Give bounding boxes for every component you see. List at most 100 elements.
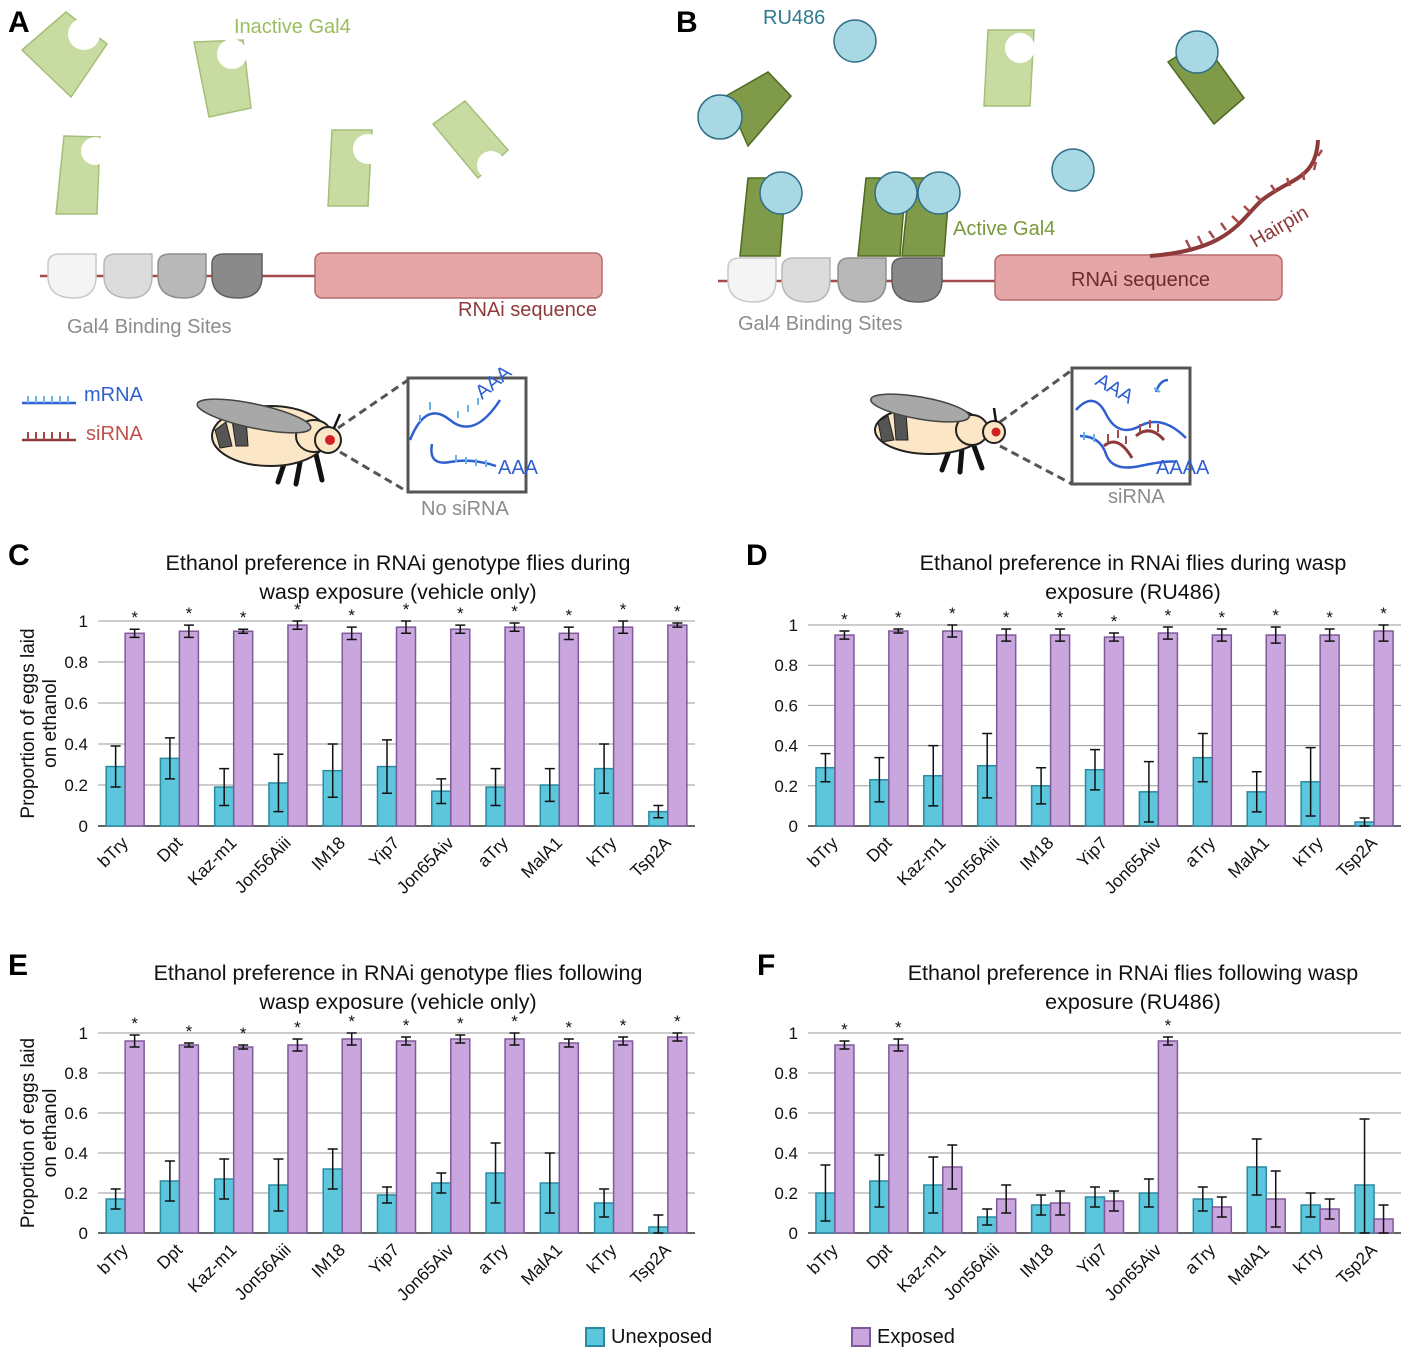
significance-star: * — [403, 1016, 410, 1035]
error-bar — [1143, 760, 1154, 823]
x-category-label: Jon56Aiii — [939, 1240, 1003, 1304]
chart-title-line: Ethanol preference in RNAi flies followi… — [908, 961, 1359, 985]
error-bar — [490, 767, 501, 807]
y-tick-label: 0.2 — [774, 1184, 798, 1203]
significance-star: * — [841, 610, 848, 629]
chart-title-line: wasp exposure (vehicle only) — [258, 990, 536, 1014]
significance-star: * — [186, 604, 193, 623]
chart-title-line: wasp exposure (vehicle only) — [258, 580, 536, 604]
y-tick-label: 1 — [789, 1024, 798, 1043]
x-category-label: Jon65Aiv — [393, 1240, 458, 1305]
bar-exposed-Dpt — [888, 1044, 909, 1234]
error-bar — [238, 1044, 249, 1050]
inactive-gal4-label: Inactive Gal4 — [234, 16, 351, 38]
bar-exposed-Kaz-m1 — [942, 630, 963, 827]
error-bar — [1359, 1118, 1370, 1234]
significance-star: * — [457, 604, 464, 623]
hairpin-rna — [1149, 139, 1324, 258]
bar-exposed-aTry — [1211, 634, 1233, 827]
error-bar — [893, 628, 904, 634]
error-bar — [1324, 1198, 1335, 1220]
bar-exposed-aTry — [504, 626, 525, 827]
y-tick-label: 0.2 — [774, 777, 798, 796]
y-tick-label: 1 — [79, 612, 88, 631]
error-bar — [820, 752, 831, 783]
panel-b-binding-sites-label: Gal4 Binding Sites — [738, 313, 903, 335]
error-bar — [327, 743, 338, 799]
bar-exposed-Dpt — [178, 1044, 200, 1234]
significance-star: * — [131, 608, 138, 627]
error-bar — [1055, 1190, 1066, 1216]
bar-exposed-MalA1 — [558, 1042, 580, 1234]
error-bar — [1036, 1194, 1047, 1216]
x-category-label: IM18 — [307, 833, 349, 875]
chart-title-line: exposure (RU486) — [1045, 990, 1221, 1014]
error-bar — [544, 1152, 555, 1214]
y-tick-label: 0.4 — [774, 737, 798, 756]
bar-exposed-MalA1 — [1265, 634, 1286, 827]
bar-exposed-bTry — [834, 634, 855, 827]
zoom-inset-a — [337, 376, 528, 494]
bar-exposed-Kaz-m1 — [232, 630, 254, 827]
y-axis-label: on ethanol — [40, 1089, 61, 1178]
bar-exposed-Tsp2A — [667, 624, 688, 827]
poly-a-tail-a2: AAA — [498, 457, 539, 479]
x-category-label: kTry — [1289, 1240, 1327, 1278]
chart-title-line: exposure (RU486) — [1045, 580, 1221, 604]
significance-star: * — [620, 1016, 627, 1035]
bar-exposed-Tsp2A — [667, 1036, 688, 1234]
bar-exposed-Jon56Aiii — [287, 1044, 308, 1234]
x-category-label: kTry — [583, 833, 621, 871]
ru486-label: RU486 — [763, 7, 825, 29]
y-axis-label: on ethanol — [40, 679, 61, 768]
bar-exposed-Dpt — [178, 630, 200, 827]
x-category-label: Dpt — [862, 1240, 895, 1273]
error-bar — [509, 622, 520, 632]
significance-star: * — [240, 608, 247, 627]
error-bar — [618, 1036, 629, 1046]
y-tick-label: 0.8 — [64, 653, 88, 672]
ru486-molecules — [833, 19, 1095, 192]
error-bar — [618, 620, 629, 635]
significance-star: * — [240, 1024, 247, 1043]
x-category-label: aTry — [473, 833, 512, 872]
y-tick-label: 0.2 — [64, 776, 88, 795]
error-bar — [1216, 1196, 1227, 1218]
bar-exposed-Jon65Aiv — [450, 628, 471, 827]
bar-exposed-Jon56Aiii — [287, 624, 308, 827]
y-tick-label: 0.8 — [774, 1064, 798, 1083]
significance-star: * — [566, 1018, 573, 1037]
panel-b-letter: B — [676, 6, 698, 39]
fly-illustration-b — [869, 393, 1006, 475]
error-bar — [928, 1156, 939, 1214]
error-bar — [110, 1188, 121, 1210]
schematic-diagram: A Inactive Gal4 Gal4 Binding Sites RNAi … — [8, 6, 1324, 520]
x-category-label: aTry — [1181, 833, 1220, 872]
error-bar — [129, 628, 140, 639]
bar-exposed-Dpt — [888, 630, 909, 827]
error-bar — [1162, 626, 1173, 640]
x-category-label: bTry — [803, 833, 842, 872]
significance-star: * — [620, 600, 627, 619]
legend-swatch-exposed — [851, 1327, 871, 1347]
panel-a-dna — [40, 252, 603, 299]
bar-exposed-Tsp2A — [1373, 630, 1394, 827]
bar-exposed-Yip7 — [395, 1040, 417, 1234]
error-bar — [455, 1034, 466, 1044]
panel-b-dna — [718, 254, 1283, 303]
y-tick-label: 0.6 — [64, 1104, 88, 1123]
x-category-label: IM18 — [307, 1240, 349, 1282]
error-bar — [1324, 628, 1335, 642]
bar-exposed-Kaz-m1 — [232, 1046, 254, 1234]
significance-star: * — [131, 1014, 138, 1033]
y-axis-label: Proportion of eggs laid — [18, 1038, 39, 1228]
significance-star: * — [1111, 612, 1118, 631]
legend-label-exposed: Exposed — [877, 1325, 955, 1348]
sirna-legend-label: siRNA — [86, 423, 143, 445]
error-bar — [219, 767, 230, 807]
y-tick-label: 0 — [789, 817, 798, 836]
error-bar — [436, 1172, 447, 1194]
y-tick-label: 0.2 — [64, 1184, 88, 1203]
y-tick-label: 0 — [79, 817, 88, 836]
